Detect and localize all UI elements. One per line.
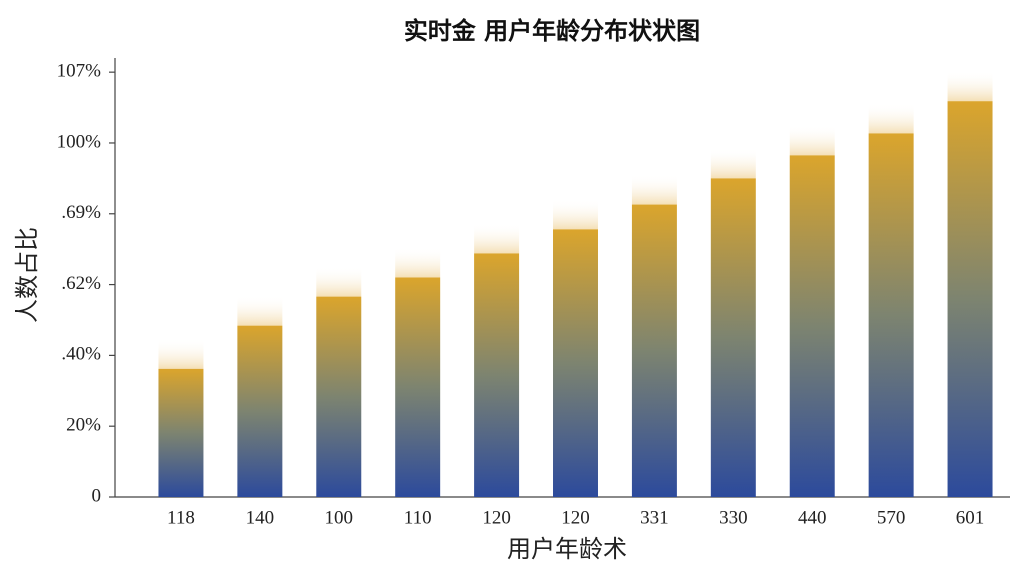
y-tick-label: 20% <box>66 415 101 436</box>
y-axis-label: 人数占比 <box>13 227 41 323</box>
bar <box>553 229 598 497</box>
y-tick-label: .40% <box>61 344 101 365</box>
y-tick-label: 100% <box>57 131 102 152</box>
y-tick-label: .62% <box>61 273 101 294</box>
x-tick-label: 118 <box>167 507 195 528</box>
x-tick-label: 120 <box>561 507 590 528</box>
x-tick-label: 100 <box>325 507 354 528</box>
bar <box>631 204 677 498</box>
x-tick-label: 440 <box>798 507 827 528</box>
x-tick-label: 330 <box>719 507 748 528</box>
x-tick-label: 120 <box>482 507 511 528</box>
x-axis-label: 用户年龄术 <box>507 535 627 563</box>
bar-glow <box>474 223 520 254</box>
x-tick-label: 140 <box>246 507 275 528</box>
bar <box>395 277 441 497</box>
bar-glow <box>631 174 677 205</box>
bar-glow <box>553 199 598 230</box>
x-tick-label: 601 <box>956 507 985 528</box>
chart-title: 实时金 用户年龄分布状状图 <box>404 17 700 45</box>
bar <box>474 253 520 497</box>
y-tick-label: .69% <box>61 202 101 223</box>
bar-glow <box>710 148 756 179</box>
bar-glow <box>316 266 362 297</box>
bar-glow <box>789 125 835 156</box>
bar <box>947 101 993 498</box>
bar-glow <box>237 295 283 326</box>
bar-glow <box>158 338 204 369</box>
bar <box>158 368 204 497</box>
bar-glow <box>395 247 441 278</box>
bar <box>316 296 362 497</box>
bar-glow <box>947 71 993 102</box>
bar-glow <box>868 103 914 134</box>
x-tick-label: 110 <box>404 507 432 528</box>
bar <box>237 325 283 497</box>
y-tick-label: 107% <box>57 61 102 82</box>
y-tick-label: 0 <box>92 485 102 506</box>
x-tick-label: 570 <box>877 507 906 528</box>
bar <box>710 178 756 497</box>
bar <box>789 155 835 497</box>
bar <box>868 133 914 497</box>
x-tick-label: 331 <box>640 507 669 528</box>
